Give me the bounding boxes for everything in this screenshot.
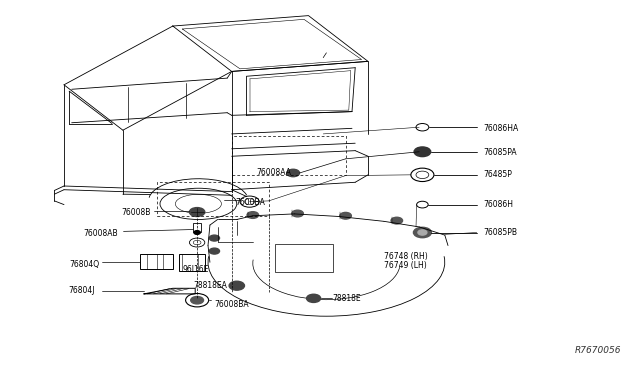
Circle shape	[340, 212, 351, 219]
Circle shape	[292, 210, 303, 217]
Text: 76008BA: 76008BA	[214, 300, 249, 309]
Circle shape	[209, 248, 220, 254]
Circle shape	[209, 235, 220, 241]
Text: 76008B: 76008B	[121, 208, 150, 217]
Text: 76804J: 76804J	[68, 286, 95, 295]
Circle shape	[307, 294, 321, 302]
Text: 76485P: 76485P	[483, 170, 512, 179]
Text: 78818E: 78818E	[333, 294, 362, 303]
Text: 76086HA: 76086HA	[483, 124, 518, 133]
Circle shape	[247, 212, 259, 218]
Text: 76086H: 76086H	[483, 200, 513, 209]
Circle shape	[418, 230, 427, 235]
Circle shape	[413, 227, 431, 238]
Text: 76804Q: 76804Q	[69, 260, 99, 269]
Circle shape	[189, 208, 205, 217]
Text: 7600BA: 7600BA	[236, 198, 266, 207]
Text: 76085PB: 76085PB	[483, 228, 517, 237]
Text: 76085PA: 76085PA	[483, 148, 517, 157]
Text: 76008AA: 76008AA	[256, 169, 291, 177]
Text: 76749 (LH): 76749 (LH)	[384, 262, 427, 270]
Text: 96I16E: 96I16E	[182, 265, 209, 274]
Text: 78818EA: 78818EA	[193, 281, 227, 290]
Circle shape	[391, 217, 403, 224]
Circle shape	[194, 231, 200, 234]
Text: 76008AB: 76008AB	[84, 229, 118, 238]
Text: 76748 (RH): 76748 (RH)	[384, 252, 428, 261]
Circle shape	[287, 169, 300, 177]
Circle shape	[414, 147, 431, 157]
Text: R7670056: R7670056	[574, 346, 621, 355]
Circle shape	[229, 281, 244, 290]
Circle shape	[191, 296, 204, 304]
